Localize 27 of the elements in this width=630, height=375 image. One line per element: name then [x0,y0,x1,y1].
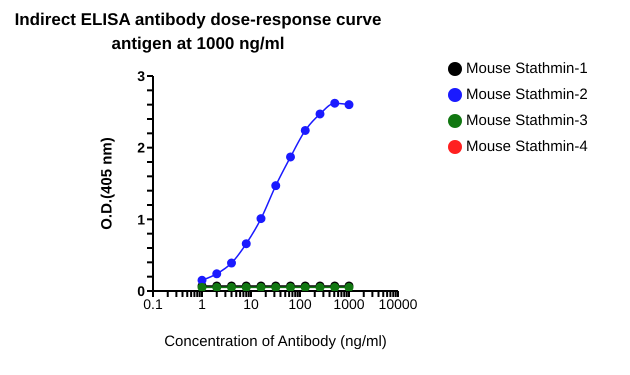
point [212,269,222,278]
legend-label: Mouse Stathmin-1 [466,60,588,77]
legend-label: Mouse Stathmin-2 [466,86,588,103]
y-tick-label: 3 [137,68,146,84]
point [242,239,251,248]
point [271,181,280,190]
point [330,98,340,108]
x-tick-label: 1000 [333,296,365,312]
point [256,214,266,224]
point [286,152,296,162]
x-axis-title: Concentration of Antibody (ng/ml) [164,333,387,350]
point [316,109,325,118]
x-tick-label: 10000 [378,296,418,312]
x-tick-label: 0.1 [143,296,163,312]
point [300,126,310,135]
point [227,258,236,268]
y-axis-title: O.D.(405 nm) [98,137,116,230]
y-tick-label: 0 [137,282,146,299]
chart-title: Indirect ELISA antibody dose-response curve antigen at 1000 ng/ml [14,9,382,55]
legend-label: Mouse Stathmin-4 [466,138,588,155]
point [344,100,354,110]
x-tick-label: 1 [198,296,206,312]
legend-label: Mouse Stathmin-3 [466,112,588,129]
y-tick-label: 1 [137,211,146,228]
y-tick-label: 2 [137,140,146,156]
x-tick-label: 10 [243,296,259,312]
x-tick-label: 100 [288,296,312,312]
